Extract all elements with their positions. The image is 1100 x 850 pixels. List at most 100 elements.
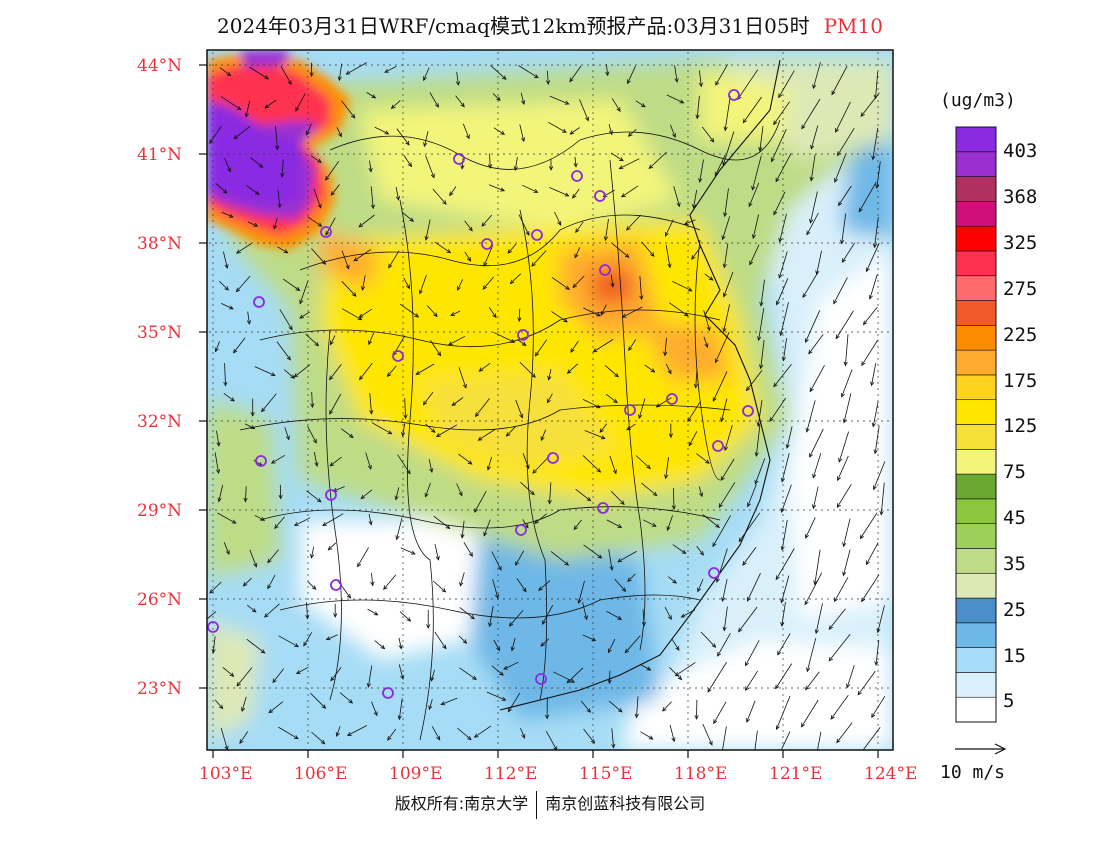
wind-vector: [346, 62, 367, 75]
wind-vector-head: [592, 348, 598, 353]
wind-vector-head: [828, 656, 833, 662]
wind-vector-head: [503, 665, 508, 670]
wind-vector: [781, 453, 790, 482]
wind-vector-head: [310, 553, 315, 559]
wind-vector: [359, 308, 373, 318]
wind-vector-head: [600, 310, 605, 316]
colorbar-label: 325: [1003, 232, 1038, 254]
wind-vector-head: [486, 465, 491, 471]
wind-vector: [566, 667, 584, 684]
wind-vector-head: [368, 520, 373, 526]
wind-vector: [396, 128, 410, 146]
wind-vector-head: [481, 222, 486, 227]
wind-vector: [812, 453, 822, 478]
wind-vector: [861, 574, 880, 602]
colorbar-label: 225: [1003, 324, 1038, 346]
wind-vector-head: [430, 428, 436, 433]
wind-vector-head: [699, 551, 704, 556]
wind-vector: [656, 397, 672, 408]
lon-label: 124°E: [864, 764, 918, 784]
wind-vector-head: [742, 118, 747, 124]
colorbar-label: 75: [1003, 461, 1026, 483]
wind-vector: [582, 602, 588, 620]
wind-vector: [773, 191, 786, 215]
wind-vector: [275, 125, 278, 150]
wind-vector-head: [773, 210, 778, 216]
wind-vector-head: [483, 531, 488, 537]
wind-vector: [395, 186, 399, 200]
wind-vector-head: [723, 446, 728, 452]
wind-vector-head: [501, 75, 507, 80]
colorbar-label: 45: [1003, 507, 1026, 529]
wind-vector-head: [621, 587, 627, 592]
wind-vector-head: [708, 276, 714, 281]
wind-vector: [838, 185, 852, 206]
wind-vector-head: [309, 72, 314, 78]
wind-vector-head: [694, 715, 699, 720]
wind-vector-head: [330, 676, 335, 682]
wind-vector: [746, 700, 756, 723]
wind-vector-head: [721, 597, 726, 603]
wind-vector-head: [373, 711, 378, 717]
wind-vector: [369, 392, 372, 414]
wind-vector-head: [329, 375, 334, 381]
wind-vector-head: [668, 433, 673, 439]
wind-vector-head: [677, 675, 683, 681]
wind-vector-head: [435, 432, 441, 437]
wind-vector: [403, 277, 410, 289]
wind-vector: [606, 64, 609, 76]
city-marker: [571, 170, 583, 182]
wind-vector: [619, 158, 640, 170]
wind-vector: [745, 640, 760, 666]
wind-vector-head: [293, 522, 299, 526]
wind-vector-head: [707, 687, 712, 693]
wind-vector: [423, 391, 434, 405]
wind-vector: [478, 362, 491, 372]
wind-vector-head: [325, 176, 330, 181]
city-marker: [517, 329, 529, 341]
wind-vector-head: [387, 736, 392, 741]
city-marker: [742, 405, 754, 417]
wind-vector: [874, 425, 880, 454]
wind-vector: [833, 277, 848, 304]
wind-vector-head: [462, 383, 467, 389]
wind-vector: [778, 251, 788, 279]
wind-vector-head: [608, 130, 613, 136]
wind-vector: [582, 455, 601, 473]
wind-vector-head: [430, 676, 435, 682]
wind-vector: [358, 214, 375, 228]
wind-vector: [703, 310, 710, 331]
wind-vector-head: [325, 636, 331, 641]
wind-vector: [809, 365, 825, 392]
wind-vector-head: [446, 249, 452, 254]
wind-vector-head: [780, 598, 785, 604]
wind-vector: [542, 605, 554, 625]
wind-vector: [644, 364, 655, 373]
wind-vector-head: [706, 326, 711, 332]
wind-vector-head: [390, 104, 396, 110]
wind-vector: [264, 99, 277, 109]
wind-vector: [775, 663, 793, 689]
wind-vector-head: [468, 552, 473, 557]
wind-vector-head: [868, 294, 873, 300]
wind-vector-head: [723, 292, 727, 298]
wind-vector-head: [253, 562, 258, 568]
wind-vector-head: [666, 526, 671, 532]
wind-vector: [449, 186, 457, 196]
wind-vector-head: [216, 441, 221, 447]
wind-vector: [713, 701, 727, 724]
wind-vector: [306, 123, 312, 135]
wind-vector-head: [227, 167, 231, 173]
wind-vector: [247, 221, 258, 227]
wind-vector-head: [835, 128, 839, 133]
wind-vector-head: [225, 550, 230, 556]
wind-vector-head: [570, 348, 575, 353]
wind-vector-head: [624, 648, 630, 654]
wind-vector-head: [600, 435, 606, 440]
colorbar-swatch: [955, 201, 997, 227]
wind-vector-head: [359, 375, 364, 381]
wind-vector: [222, 666, 234, 677]
lon-label: 118°E: [674, 764, 728, 784]
wind-vector-head: [368, 167, 373, 173]
wind-vector: [239, 731, 249, 744]
